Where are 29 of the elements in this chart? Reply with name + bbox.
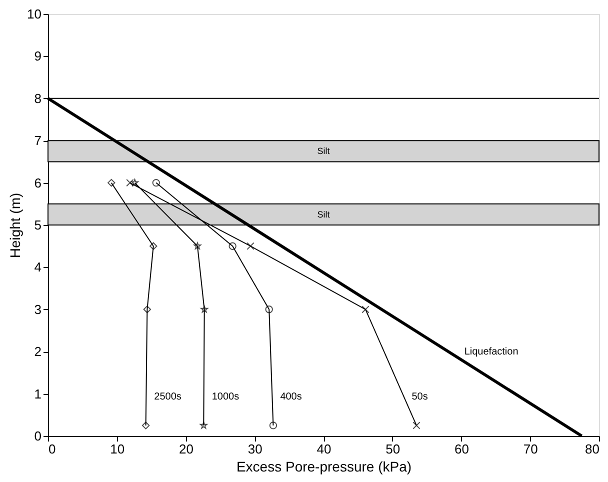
y-tick-label: 9 (34, 48, 42, 64)
y-tick-label: 6 (34, 175, 42, 190)
y-tick-label: 1 (34, 386, 42, 402)
y-tick-label: 8 (34, 90, 42, 106)
y-tick-label: 0 (34, 428, 42, 444)
series-label: 2500s (154, 391, 182, 402)
series-label: 400s (280, 391, 302, 402)
band-label: Silt (317, 209, 330, 220)
x-tick-label: 70 (523, 442, 538, 456)
x-axis-title: Excess Pore-pressure (kPa) (236, 458, 412, 474)
x-tick-label: 50 (386, 442, 400, 456)
y-tick-label: 2 (34, 344, 42, 360)
x-tick-label: 10 (110, 442, 125, 456)
y-tick-label: 3 (34, 302, 42, 317)
y-tick-label: 5 (34, 218, 42, 232)
band-label: Silt (317, 146, 330, 156)
series-label: 1000s (212, 391, 240, 402)
x-tick-label: 30 (248, 442, 262, 456)
series-label: Liquefaction (464, 346, 518, 358)
x-tick-label: 60 (454, 442, 469, 456)
y-axis-title: Height (m) (7, 192, 24, 258)
y-tick-label: 7 (34, 133, 42, 148)
series-label: 50s (412, 391, 428, 402)
x-tick-label: 0 (48, 442, 56, 456)
y-tick-label: 10 (27, 6, 42, 22)
x-tick-label: 80 (585, 442, 600, 456)
x-tick-label: 40 (316, 442, 332, 456)
y-tick-label: 4 (34, 260, 42, 275)
x-tick-label: 20 (179, 442, 194, 456)
